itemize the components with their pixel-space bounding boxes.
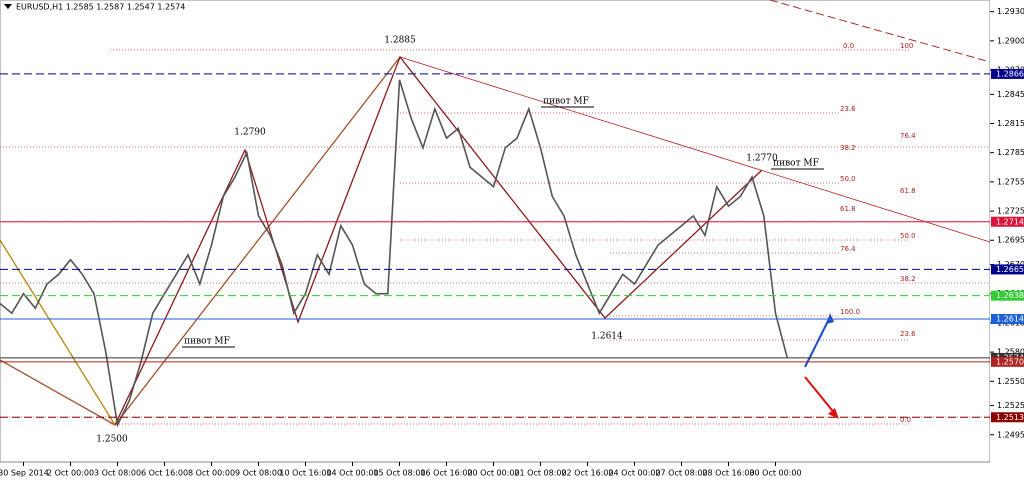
x-tick-label: 6 Oct 16:00	[141, 469, 188, 478]
level-box	[991, 412, 1024, 423]
y-tick-label: 1.2695	[997, 236, 1024, 245]
fib-label: 50.0	[900, 232, 916, 240]
y-tick-label: 1.2495	[997, 430, 1024, 439]
arrow-head	[826, 313, 834, 324]
level-label: 1.2570	[996, 357, 1024, 366]
fib-label: 100.0	[840, 308, 860, 316]
annotation: пивот MF	[184, 337, 230, 347]
fib-label: 0.0	[900, 416, 911, 424]
fib-label: 50.0	[840, 175, 856, 183]
x-tick-label: 16 Oct 16:00	[420, 469, 472, 478]
annotation: пивот MF	[543, 97, 589, 107]
y-tick-label: 1.2550	[997, 377, 1024, 386]
x-tick-label: 30 Sep 2014	[0, 469, 49, 478]
arrow	[804, 316, 831, 368]
fib-label: 100	[900, 42, 913, 50]
level-label: 1.2638	[996, 291, 1024, 300]
annotation: 1.2885	[384, 36, 416, 46]
fib-label: 61.8	[900, 187, 916, 195]
x-tick-label: 24 Oct 00:00	[608, 469, 660, 478]
level-box	[991, 290, 1024, 301]
trend-line	[399, 56, 991, 243]
level-box	[991, 216, 1024, 227]
x-tick-label: 15 Oct 08:00	[373, 469, 425, 478]
y-tick-label: 1.2845	[997, 90, 1024, 99]
x-tick-label: 20 Oct 00:00	[467, 469, 519, 478]
arrow-head	[828, 408, 839, 419]
fib-label: 23.6	[840, 105, 856, 113]
level-label: 1.2866	[996, 69, 1024, 78]
level-box	[991, 264, 1024, 275]
price-line	[0, 79, 789, 428]
zigzag	[0, 239, 116, 426]
level-box	[991, 68, 1024, 79]
fib-label: 76.4	[840, 245, 856, 253]
menu-icon	[4, 4, 12, 9]
level-label: 1.2714	[996, 217, 1024, 226]
fib-label: 0.0	[843, 42, 854, 50]
x-tick-label: 9 Oct 08:00	[235, 469, 282, 478]
x-tick-label: 30 Oct 00:00	[749, 469, 801, 478]
x-tick-label: 8 Oct 00:00	[188, 469, 235, 478]
trend-line	[769, 0, 991, 63]
plot-area	[0, 0, 991, 463]
fib-label: 38.2	[840, 144, 856, 152]
y-tick-label: 1.2525	[997, 401, 1024, 410]
level-box	[991, 356, 1024, 367]
y-tick-label: 1.2580	[997, 348, 1024, 357]
price-axis	[990, 0, 1024, 482]
level-label: 1.2614	[996, 315, 1024, 324]
x-tick-label: 2 Oct 00:00	[47, 469, 94, 478]
y-tick-label: 1.2725	[997, 207, 1024, 216]
annotation: 1.2770	[746, 154, 778, 164]
y-tick-label: 1.2785	[997, 148, 1024, 157]
arrow	[804, 376, 837, 416]
y-tick-label: 1.2755	[997, 177, 1024, 186]
x-tick-label: 10 Oct 16:00	[279, 469, 331, 478]
annotation: 1.2790	[234, 128, 266, 138]
x-tick-label: 14 Oct 00:00	[326, 469, 378, 478]
y-tick-label: 1.2815	[997, 119, 1024, 128]
level-label: 1.2665	[996, 265, 1024, 274]
y-tick-label: 1.2930	[997, 7, 1024, 16]
fib-label: 38.2	[900, 275, 916, 283]
fib-label: 23.6	[900, 330, 916, 338]
fib-label: 76.4	[900, 132, 916, 140]
x-tick-label: 22 Oct 16:00	[561, 469, 613, 478]
chart-title: EURUSD,H1 1.2585 1.2587 1.2547 1.2574	[16, 3, 185, 12]
fib-label: 61.8	[840, 205, 856, 213]
level-box	[991, 314, 1024, 325]
annotation: 1.2614	[591, 332, 623, 342]
x-tick-label: 27 Oct 08:00	[655, 469, 707, 478]
x-tick-label: 28 Oct 16:00	[702, 469, 754, 478]
annotation: 1.2500	[96, 435, 128, 445]
y-tick-label: 1.2900	[997, 36, 1024, 45]
x-tick-label: 3 Oct 08:00	[94, 469, 141, 478]
x-tick-label: 21 Oct 08:00	[514, 469, 566, 478]
level-label: 1.2513	[996, 413, 1024, 422]
annotation: пивот MF	[773, 159, 819, 169]
